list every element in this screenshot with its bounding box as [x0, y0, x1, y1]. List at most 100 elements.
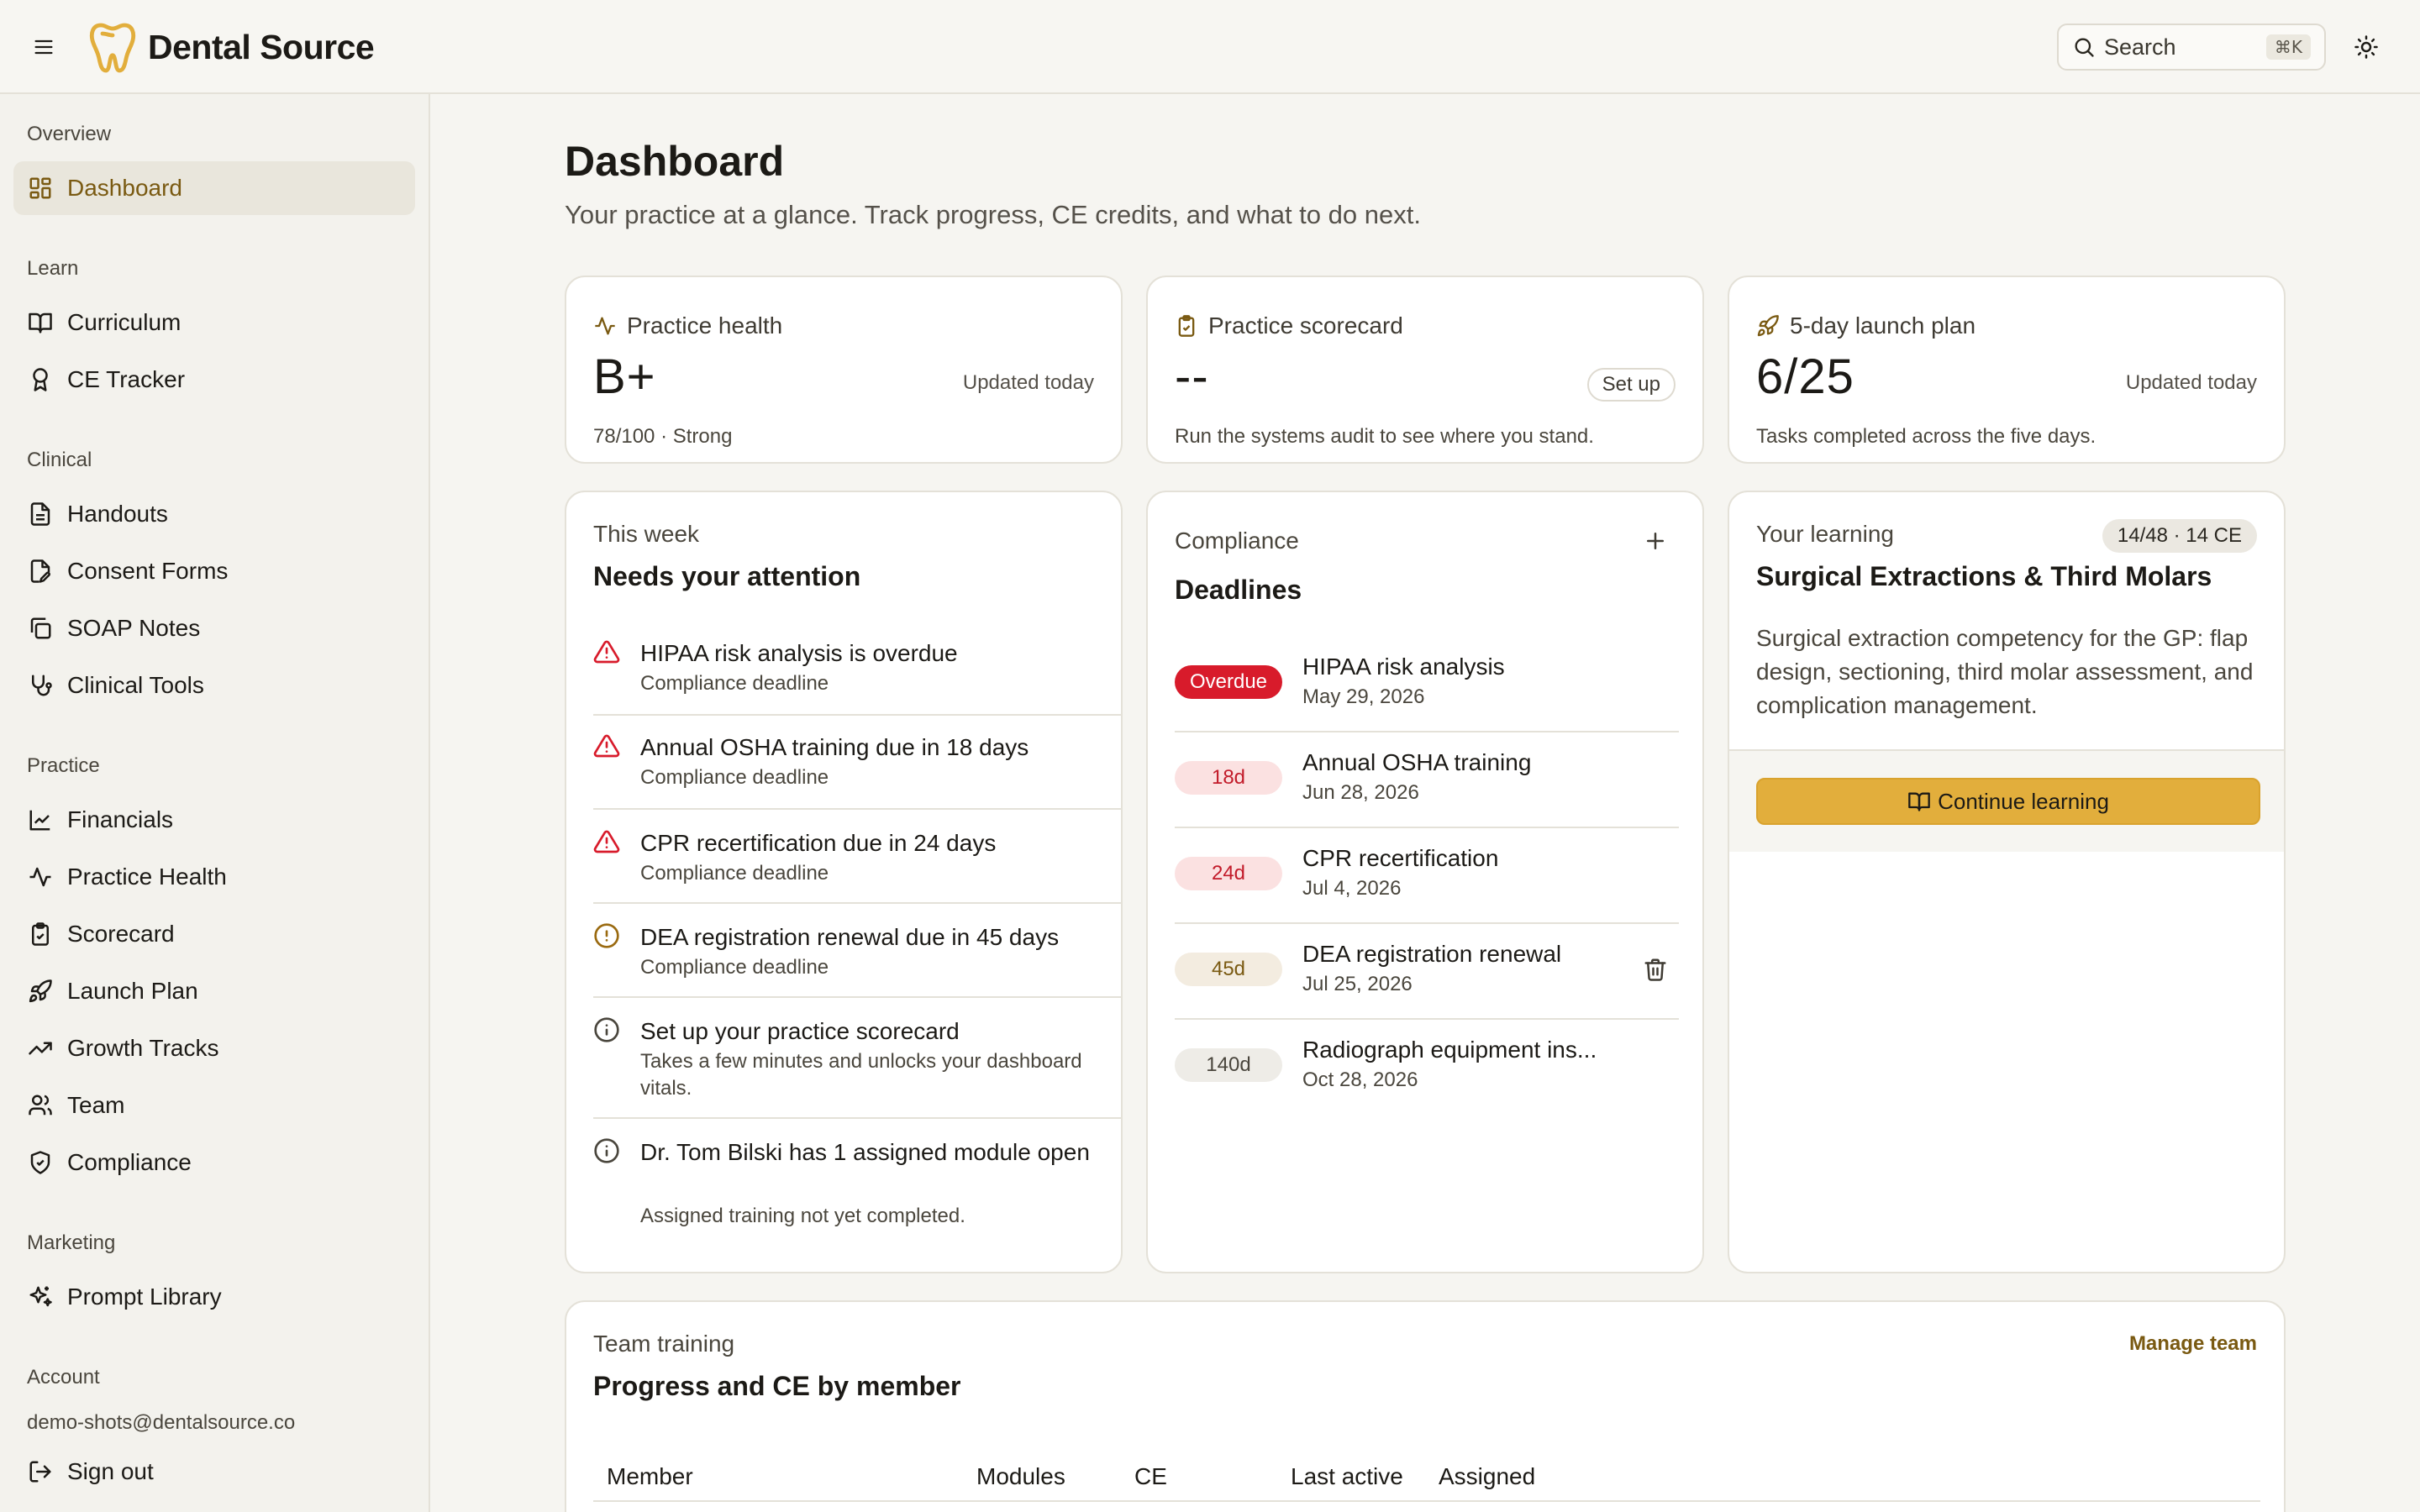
status-badge: 140d: [1175, 1048, 1282, 1082]
search-icon: [2072, 35, 2096, 59]
attention-title: Annual OSHA training due in 18 days: [640, 734, 1029, 760]
card-eyebrow: Your learning: [1756, 521, 1894, 547]
attention-item[interactable]: HIPAA risk analysis is overdue Complianc…: [593, 637, 1121, 697]
book-icon: [27, 309, 54, 336]
sidebar-item-sign-out[interactable]: Sign out: [13, 1445, 415, 1499]
column-header-modules[interactable]: Modules: [976, 1463, 1065, 1489]
cta-label: Continue learning: [1938, 788, 2109, 814]
search-shortcut: ⌘K: [2265, 34, 2311, 60]
divider: [1175, 827, 1679, 828]
attention-item[interactable]: Set up your practice scorecard Takes a f…: [593, 1015, 1121, 1102]
setup-button[interactable]: Set up: [1586, 368, 1676, 402]
tooth-logo-icon[interactable]: [87, 20, 138, 74]
practice-health-card[interactable]: Practice health B+ Updated today 78/100 …: [565, 276, 1123, 464]
sidebar-item-team[interactable]: Team: [13, 1079, 415, 1132]
sidebar-item-financials[interactable]: Financials: [13, 793, 415, 847]
divider: [593, 902, 1121, 904]
users-icon: [27, 1092, 54, 1119]
deadline-name[interactable]: CPR recertification: [1302, 845, 1499, 871]
manage-team-link[interactable]: Manage team: [2128, 1332, 2257, 1355]
sidebar-item-label: Curriculum: [67, 309, 182, 335]
sun-icon[interactable]: [2349, 30, 2383, 64]
card-eyebrow: This week: [593, 521, 700, 547]
divider: [593, 996, 1121, 998]
team-training-card: Team training Manage team Progress and C…: [565, 1300, 2286, 1512]
sidebar-item-growth-tracks[interactable]: Growth Tracks: [13, 1021, 415, 1075]
column-header-member[interactable]: Member: [607, 1463, 693, 1489]
card-label: 5-day launch plan: [1790, 312, 1976, 339]
trending-up-icon: [27, 1035, 54, 1062]
card-header: Practice health: [593, 311, 782, 341]
attention-title: CPR recertification due in 24 days: [640, 830, 997, 856]
attention-item[interactable]: DEA registration renewal due in 45 days …: [593, 921, 1121, 981]
attention-item[interactable]: CPR recertification due in 24 days Compl…: [593, 827, 1121, 887]
sidebar-item-soap-notes[interactable]: SOAP Notes: [13, 601, 415, 655]
column-header-assigned[interactable]: Assigned: [1439, 1463, 1536, 1489]
card-eyebrow: Team training: [593, 1331, 735, 1357]
copy-icon: [27, 615, 54, 642]
menu-icon[interactable]: [27, 30, 60, 64]
brand-name[interactable]: Dental Source: [148, 28, 375, 66]
launch-plan-card[interactable]: 5-day launch plan 6/25 Updated today Tas…: [1728, 276, 2286, 464]
column-header-last-active[interactable]: Last active: [1291, 1463, 1403, 1489]
sidebar-item-clinical-tools[interactable]: Clinical Tools: [13, 659, 415, 712]
learning-footer: Continue learning: [1729, 749, 2284, 852]
attention-sub: Compliance deadline: [640, 766, 829, 789]
sidebar-item-prompt-library[interactable]: Prompt Library: [13, 1270, 415, 1324]
sidebar-item-scorecard[interactable]: Scorecard: [13, 907, 415, 961]
sidebar-item-dashboard[interactable]: Dashboard: [13, 161, 415, 215]
health-score: 78/100 · Strong: [593, 425, 733, 448]
scorecard-desc: Run the systems audit to see where you s…: [1175, 425, 1594, 448]
sidebar-section-marketing: Marketing: [27, 1231, 116, 1254]
card-title: Deadlines: [1175, 575, 1302, 605]
scorecard-value: --: [1175, 349, 1209, 404]
deadline-name[interactable]: HIPAA risk analysis: [1302, 654, 1505, 680]
alert-circle-icon: [593, 922, 620, 949]
deadline-name[interactable]: Annual OSHA training: [1302, 749, 1532, 775]
attention-item[interactable]: Dr. Tom Bilski has 1 assigned module ope…: [593, 1136, 1121, 1233]
sidebar-item-compliance[interactable]: Compliance: [13, 1136, 415, 1189]
sidebar-item-curriculum[interactable]: Curriculum: [13, 296, 415, 349]
updated-label: Updated today: [2125, 371, 2257, 394]
card-eyebrow: Compliance: [1175, 528, 1299, 554]
sidebar-item-label: Growth Tracks: [67, 1035, 219, 1061]
practice-scorecard-card[interactable]: Practice scorecard -- Set up Run the sys…: [1146, 276, 1704, 464]
sidebar-item-handouts[interactable]: Handouts: [13, 487, 415, 541]
card-title: Progress and CE by member: [593, 1371, 961, 1401]
trash-icon[interactable]: [1639, 953, 1672, 986]
info-icon: [593, 1016, 620, 1043]
continue-learning-button[interactable]: Continue learning: [1756, 778, 2260, 825]
deadline-date: Jul 4, 2026: [1302, 877, 1402, 900]
sidebar-item-label: Compliance: [67, 1149, 192, 1175]
book-icon: [1907, 790, 1931, 813]
column-header-ce[interactable]: CE: [1134, 1463, 1167, 1489]
attention-sub: Compliance deadline: [640, 672, 829, 695]
sidebar: Overview Dashboard Learn Curriculum CE T…: [0, 94, 430, 1512]
deadline-date: Oct 28, 2026: [1302, 1068, 1418, 1091]
shield-check-icon: [27, 1149, 54, 1176]
file-text-icon: [27, 501, 54, 528]
info-icon: [593, 1137, 620, 1164]
course-title[interactable]: Surgical Extractions & Third Molars: [1756, 561, 2212, 591]
deadline-name[interactable]: DEA registration renewal: [1302, 941, 1562, 967]
sidebar-item-label: Team: [67, 1092, 125, 1118]
status-badge: 45d: [1175, 953, 1282, 986]
attention-item[interactable]: Annual OSHA training due in 18 days Comp…: [593, 731, 1121, 791]
sidebar-item-label: Launch Plan: [67, 978, 198, 1004]
attention-card: This week Needs your attention HIPAA ris…: [565, 491, 1123, 1273]
file-signature-icon: [27, 558, 54, 585]
alert-triangle-icon: [593, 732, 620, 759]
sidebar-item-consent-forms[interactable]: Consent Forms: [13, 544, 415, 598]
rocket-icon: [1756, 314, 1780, 338]
attention-title: Dr. Tom Bilski has 1 assigned module ope…: [640, 1139, 1090, 1165]
sidebar-item-launch-plan[interactable]: Launch Plan: [13, 964, 415, 1018]
sidebar-item-ce-tracker[interactable]: CE Tracker: [13, 353, 415, 407]
top-bar: Dental Source Search ⌘K: [0, 0, 2420, 94]
log-out-icon: [27, 1458, 54, 1485]
launch-progress: 6/25: [1756, 349, 1854, 404]
sidebar-item-label: Financials: [67, 806, 174, 832]
deadline-name[interactable]: Radiograph equipment ins...: [1302, 1037, 1597, 1063]
add-deadline-button[interactable]: [1639, 524, 1672, 558]
sidebar-item-practice-health[interactable]: Practice Health: [13, 850, 415, 904]
search-input[interactable]: Search ⌘K: [2057, 24, 2326, 71]
